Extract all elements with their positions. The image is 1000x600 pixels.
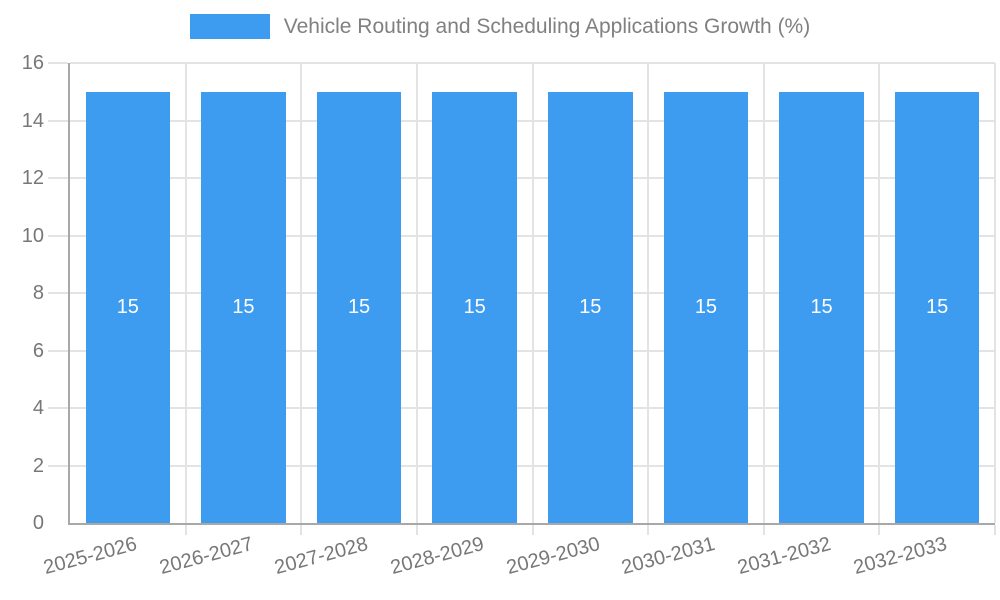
legend[interactable]: Vehicle Routing and Scheduling Applicati… — [0, 14, 1000, 39]
v-gridline — [184, 63, 187, 523]
bar-value-label: 15 — [116, 295, 139, 318]
bar[interactable]: 15 — [548, 91, 633, 523]
y-tick-label: 12 — [21, 167, 44, 189]
v-gridline — [994, 63, 996, 523]
y-tick-label: 0 — [32, 512, 44, 534]
y-tick-mark — [48, 349, 68, 352]
x-tick-mark — [531, 525, 534, 535]
bar-value-label: 15 — [810, 295, 833, 318]
bar-value-label: 15 — [347, 295, 371, 318]
x-tick-mark — [878, 525, 881, 535]
x-tick-mark — [994, 525, 996, 535]
x-tick-mark — [762, 525, 765, 535]
y-tick-mark — [48, 62, 68, 64]
y-tick-mark — [48, 464, 68, 467]
x-tick-mark — [415, 525, 418, 535]
x-tick-label: 2030-2031 — [619, 533, 718, 580]
x-tick-label: 2029-2030 — [503, 533, 603, 580]
y-tick-mark — [48, 234, 68, 237]
x-tick-label: 2028-2029 — [388, 533, 487, 580]
bar[interactable]: 15 — [85, 91, 171, 523]
bar[interactable]: 15 — [432, 91, 517, 523]
x-tick-label: 2026-2027 — [157, 533, 256, 580]
bar[interactable]: 15 — [201, 91, 286, 523]
x-tick-mark — [647, 525, 650, 535]
y-tick-label: 16 — [21, 52, 44, 74]
y-tick-mark — [48, 119, 68, 122]
plot-area: 15 15 15 15 15 15 15 15 — [48, 62, 996, 535]
y-tick-label: 10 — [21, 224, 44, 247]
bar-value-label: 15 — [579, 295, 602, 318]
y-tick-label: 6 — [32, 339, 44, 362]
y-tick-label: 8 — [32, 282, 44, 304]
chart-title: Vehicle Routing and Scheduling Applicati… — [283, 14, 811, 38]
bar-value-label: 15 — [694, 295, 718, 318]
y-tick-label: 4 — [32, 397, 44, 419]
y-tick-label: 2 — [32, 454, 44, 477]
bar[interactable]: 15 — [316, 91, 402, 523]
v-gridline — [647, 63, 650, 523]
v-gridline — [762, 63, 765, 523]
x-tick-label: 2031-2032 — [735, 533, 834, 580]
bar-value-label: 15 — [232, 295, 255, 318]
bar[interactable]: 15 — [663, 91, 749, 523]
x-tick-mark — [300, 525, 303, 535]
y-tick-mark — [48, 177, 68, 179]
v-gridline — [415, 63, 418, 523]
x-tick-mark — [184, 525, 187, 535]
v-gridline — [878, 63, 881, 523]
v-gridline — [531, 63, 534, 523]
y-tick-mark — [48, 292, 68, 294]
bar-value-label: 15 — [463, 295, 486, 318]
x-tick-label: 2027-2028 — [272, 533, 371, 580]
bar[interactable]: 15 — [779, 91, 864, 523]
y-tick-label: 14 — [21, 109, 44, 132]
x-tick-label: 2025-2026 — [41, 533, 140, 580]
y-tick-mark — [48, 407, 68, 409]
legend-swatch[interactable] — [189, 14, 270, 39]
x-tick-label: 2032-2033 — [850, 533, 949, 580]
bar[interactable]: 15 — [894, 91, 980, 523]
bar-value-label: 15 — [926, 295, 949, 318]
v-gridline — [300, 63, 303, 523]
